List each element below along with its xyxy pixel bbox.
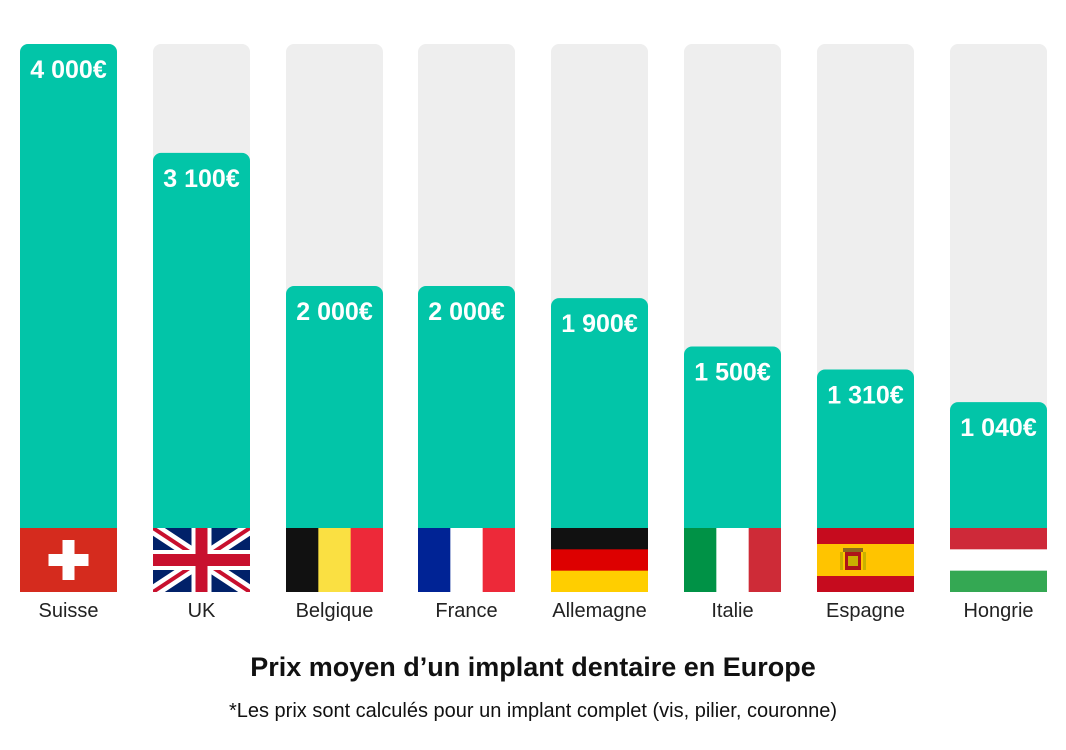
category-label: Suisse xyxy=(38,600,98,622)
bar-espagne xyxy=(817,369,914,538)
bar-italie xyxy=(684,346,781,538)
value-label: 3 100€ xyxy=(163,165,240,193)
bar-suisse xyxy=(20,44,117,538)
value-label: 1 500€ xyxy=(694,359,771,387)
category-label: Espagne xyxy=(826,600,905,622)
value-label: 1 900€ xyxy=(561,310,638,338)
french-flag-icon xyxy=(418,528,515,592)
category-label: Hongrie xyxy=(963,600,1033,622)
bar-allemagne xyxy=(551,298,648,538)
chart-subtitle: *Les prix sont calculés pour un implant … xyxy=(228,700,838,722)
bar-belgique xyxy=(286,286,383,538)
chart-title: Prix moyen d’un implant dentaire en Euro… xyxy=(250,652,816,682)
bar-chart: 4 000€ 3 100€ 2 000€ 2 000€ 1 900€ 1 500€ 1 31… xyxy=(20,44,1047,622)
value-label: 1 040€ xyxy=(960,414,1037,442)
category-label: Allemagne xyxy=(552,600,647,622)
bar-uk xyxy=(153,152,250,538)
italian-flag-icon xyxy=(684,528,781,592)
swiss-flag-icon xyxy=(20,528,117,592)
value-label: 1 310€ xyxy=(827,381,904,409)
bar-hongrie xyxy=(950,402,1047,538)
german-flag-icon xyxy=(551,528,648,592)
category-label: France xyxy=(435,600,497,622)
category-label: Belgique xyxy=(296,600,374,622)
spanish-flag-icon xyxy=(817,528,914,592)
category-label: UK xyxy=(188,600,216,622)
value-label: 2 000€ xyxy=(296,298,373,326)
value-label: 4 000€ xyxy=(30,56,107,84)
category-label: Italie xyxy=(711,600,753,622)
belgian-flag-icon xyxy=(286,528,383,592)
value-label: 2 000€ xyxy=(428,298,505,326)
uk-flag-icon xyxy=(153,528,250,592)
bar-france xyxy=(418,286,515,538)
hungarian-flag-icon xyxy=(950,528,1047,592)
